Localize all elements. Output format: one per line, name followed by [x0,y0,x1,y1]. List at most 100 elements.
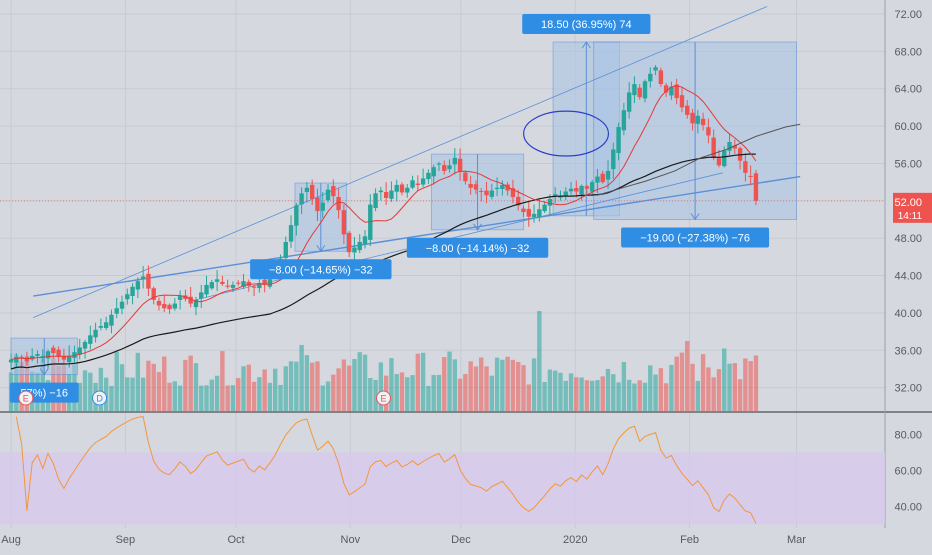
candle-body [172,303,178,309]
volume-bar [378,362,384,411]
candle-body [103,322,109,329]
volume-bar [574,377,579,411]
candle-body [605,170,611,180]
rsi-tick-label: 40.00 [894,501,922,513]
candle-body [706,127,711,136]
candle-body [537,209,542,217]
candle-body [304,187,310,193]
volume-bar [690,363,695,411]
volume-bar [125,377,130,411]
volume-bar [162,356,167,411]
volume-bar [669,364,674,411]
volume-bar [473,366,479,411]
volume-bar [685,340,690,411]
volume-bar [294,361,299,411]
candle-body [315,197,320,212]
candle-body [251,286,257,288]
volume-bar [336,368,341,411]
volume-bar [637,380,642,411]
candle-body [685,105,690,115]
candle-body [611,149,616,170]
volume-bar [727,363,732,411]
volume-bar [156,372,162,411]
volume-bar [711,377,716,411]
time-tick-label: Aug [1,534,21,546]
volume-bar [278,384,283,411]
candle-body [526,208,531,217]
volume-bar [447,351,452,411]
volume-bar [172,381,178,411]
volume-bar [88,372,93,411]
candle-body [415,183,421,185]
candle-body [727,141,732,151]
candle-body [658,70,664,85]
candle-body [368,204,373,240]
volume-bar [716,369,722,411]
candle-body [695,115,701,124]
measure-label-text: 18.50 (36.95%) 74 [541,19,632,31]
candle-body [288,225,294,242]
candle-body [621,110,627,131]
volume-bar [341,359,347,411]
candle-body [457,158,463,172]
candle-body [600,173,605,183]
volume-bar [209,379,215,411]
volume-bar [521,365,526,411]
measure-arrow-head [581,41,591,49]
volume-bar [663,383,669,411]
time-tick-label: 2020 [563,534,587,546]
price-tick-label: 44.00 [894,271,922,283]
volume-bar [199,385,204,411]
volume-bar [484,366,489,411]
candle-body [405,187,410,193]
candle-body [236,282,241,284]
volume-bar [621,361,627,411]
volume-bar [531,358,537,411]
volume-bar [130,377,135,411]
candle-body [637,87,642,98]
candle-body [362,236,368,245]
rsi-band [0,452,885,525]
volume-bar [151,363,156,411]
candle-body [568,188,574,192]
price-tick-label: 36.00 [894,345,922,357]
candle-body [352,247,357,253]
candle-body [188,296,193,304]
candle-body [616,127,621,154]
volume-bar [748,361,753,411]
rsi-tick-label: 60.00 [894,466,922,478]
candle-body [119,301,125,309]
candle-body [452,157,458,165]
candle-body [584,186,590,189]
last-price-countdown: 14:11 [898,211,923,222]
candle-body [468,183,473,188]
earnings-marker [376,390,391,406]
candle-body [674,84,679,99]
candle-body [299,193,304,205]
volume-bar [230,385,236,411]
volume-bar [547,369,553,411]
candle-body [378,190,384,193]
candle-body [716,158,722,166]
candle-body [93,329,98,338]
candle-body [743,161,748,173]
volume-bar [146,360,151,411]
candle-body [632,84,637,96]
volume-bar [648,365,653,411]
candle-body [125,294,130,300]
price-tick-label: 60.00 [894,121,922,133]
volume-bar [399,372,405,411]
volume-bar [257,377,262,411]
volume-bar [743,358,748,411]
candle-body [135,281,141,290]
candle-body [14,356,19,363]
candle-body [45,351,51,359]
volume-bar [563,380,568,411]
volume-bar [526,384,531,411]
volume-bar [642,382,648,411]
volume-bar [246,364,251,411]
volume-bar [225,385,230,411]
